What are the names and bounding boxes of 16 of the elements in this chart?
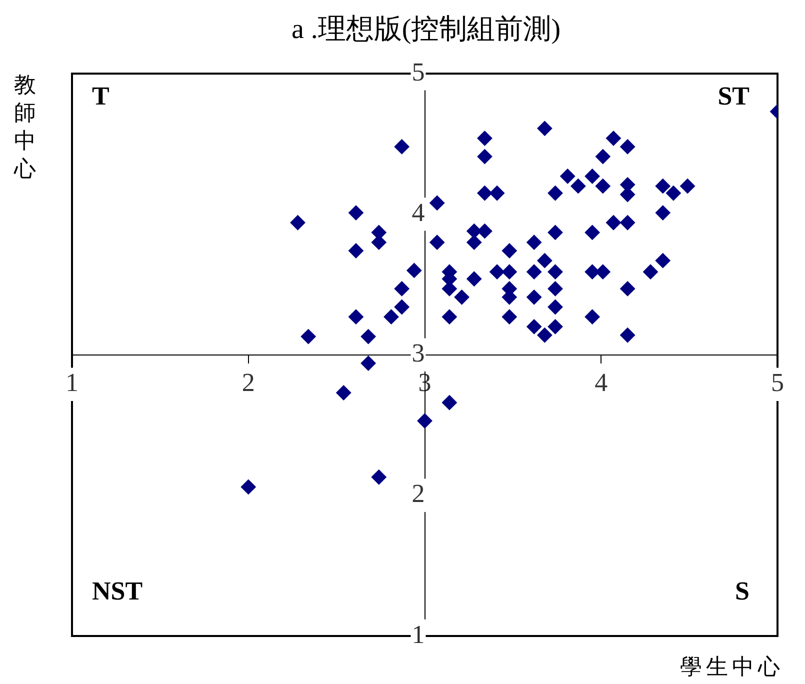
y-tick-label: 1 [412,620,425,649]
y-tick-label: 2 [412,479,425,508]
annotation: ST [718,81,750,110]
y-tick-label: 5 [412,57,425,86]
x-tick-label: 1 [66,368,78,398]
annotation: T [92,81,110,110]
y-tick-label: 4 [412,198,425,228]
x-tick-label: 2 [242,368,255,398]
y-tick-label: 3 [412,338,425,368]
x-axis-title: 學生中心 [680,653,784,681]
annotation: S [735,576,750,606]
x-tick-label: 4 [594,368,608,398]
chart-title: a .理想版(控制組前測) [291,14,561,46]
y-axis-title: 教師中心 [14,72,37,184]
annotation: NST [92,576,143,606]
x-tick-label: 5 [771,368,784,398]
